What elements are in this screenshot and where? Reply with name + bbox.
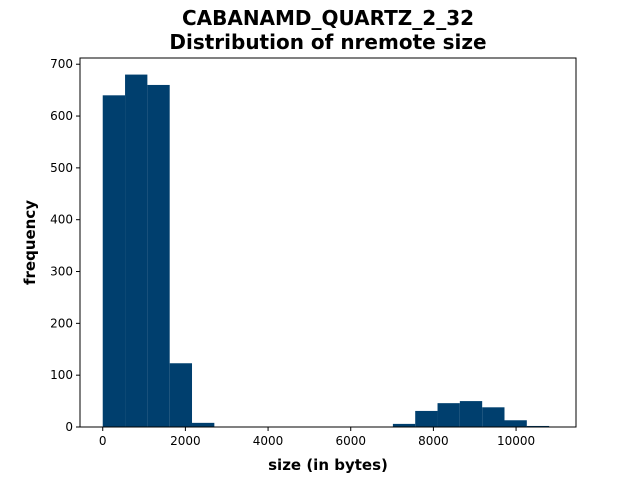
histogram-bar-18 xyxy=(504,420,527,427)
histogram-bar-4 xyxy=(192,422,215,427)
y-tick-label: 500 xyxy=(50,161,73,175)
y-axis-label: frequency xyxy=(21,200,39,285)
y-tick-label: 700 xyxy=(50,57,73,71)
x-tick-label: 8000 xyxy=(418,434,449,448)
y-tick-label: 300 xyxy=(50,265,73,279)
x-axis-ticks: 0 2000 4000 6000 8000 10000 xyxy=(99,427,535,448)
histogram-bar-13 xyxy=(392,423,416,427)
histogram-bar-15 xyxy=(437,403,460,427)
y-axis-ticks: 0 100 200 300 400 500 600 700 xyxy=(50,57,80,434)
y-tick-label: 200 xyxy=(50,316,73,330)
histogram-bar-17 xyxy=(482,407,505,427)
chart-title: CABANAMD_QUARTZ_2_32 xyxy=(182,6,474,30)
x-axis-label: size (in bytes) xyxy=(268,456,388,474)
histogram-bar-14 xyxy=(415,410,438,427)
bars-group xyxy=(102,74,550,428)
x-tick-label: 10000 xyxy=(497,434,535,448)
y-tick-label: 100 xyxy=(50,368,73,382)
y-tick-label: 600 xyxy=(50,109,73,123)
plot-frame xyxy=(79,57,577,428)
x-tick-label: 6000 xyxy=(335,434,366,448)
histogram-bar-3 xyxy=(169,363,193,427)
y-tick-label: 400 xyxy=(50,213,73,227)
histogram-bar-16 xyxy=(459,401,483,427)
histogram-bar-19 xyxy=(526,425,550,427)
x-tick-label: 0 xyxy=(99,434,107,448)
histogram-bar-2 xyxy=(147,84,170,428)
histogram-bar-1 xyxy=(125,74,148,428)
y-tick-label: 0 xyxy=(65,420,73,434)
chart-subtitle: Distribution of nremote size xyxy=(169,30,486,54)
histogram-bar-0 xyxy=(102,95,126,427)
x-tick-label: 2000 xyxy=(170,434,201,448)
x-tick-label: 4000 xyxy=(253,434,284,448)
